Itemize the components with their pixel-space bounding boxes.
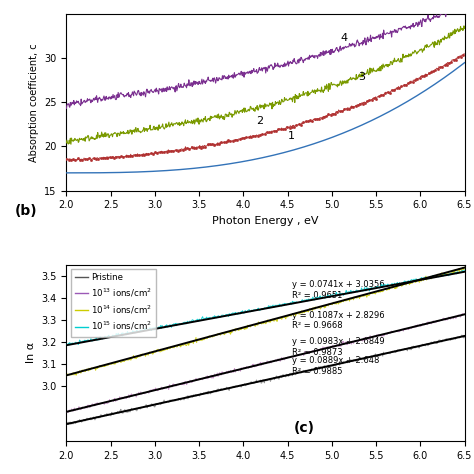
Text: y = 0.0741x + 3.0356
R² = 0.9651: y = 0.0741x + 3.0356 R² = 0.9651 [292, 280, 384, 300]
Text: 3: 3 [358, 73, 365, 82]
X-axis label: Photon Energy , eV: Photon Energy , eV [212, 216, 319, 226]
Text: y = 0.0889x + 2.648
R² = 0.9885: y = 0.0889x + 2.648 R² = 0.9885 [292, 356, 379, 375]
Text: y = 0.0983x + 2.6849
R² = 0.9873: y = 0.0983x + 2.6849 R² = 0.9873 [292, 337, 384, 357]
Text: 1: 1 [288, 131, 294, 141]
Text: 2: 2 [256, 117, 264, 127]
Text: (b): (b) [15, 204, 37, 218]
Y-axis label: Absorption coefficient, c: Absorption coefficient, c [28, 43, 38, 162]
Text: (c): (c) [293, 421, 314, 435]
Text: y = 0.1087x + 2.8296
R² = 0.9668: y = 0.1087x + 2.8296 R² = 0.9668 [292, 311, 384, 330]
Legend: Pristine, $10^{13}$ ions/cm$^2$, $10^{14}$ ions/cm$^2$, $10^{15}$ ions/cm$^2$: Pristine, $10^{13}$ ions/cm$^2$, $10^{14… [71, 269, 156, 337]
Y-axis label: ln α: ln α [26, 342, 36, 363]
Text: 4: 4 [341, 33, 348, 43]
